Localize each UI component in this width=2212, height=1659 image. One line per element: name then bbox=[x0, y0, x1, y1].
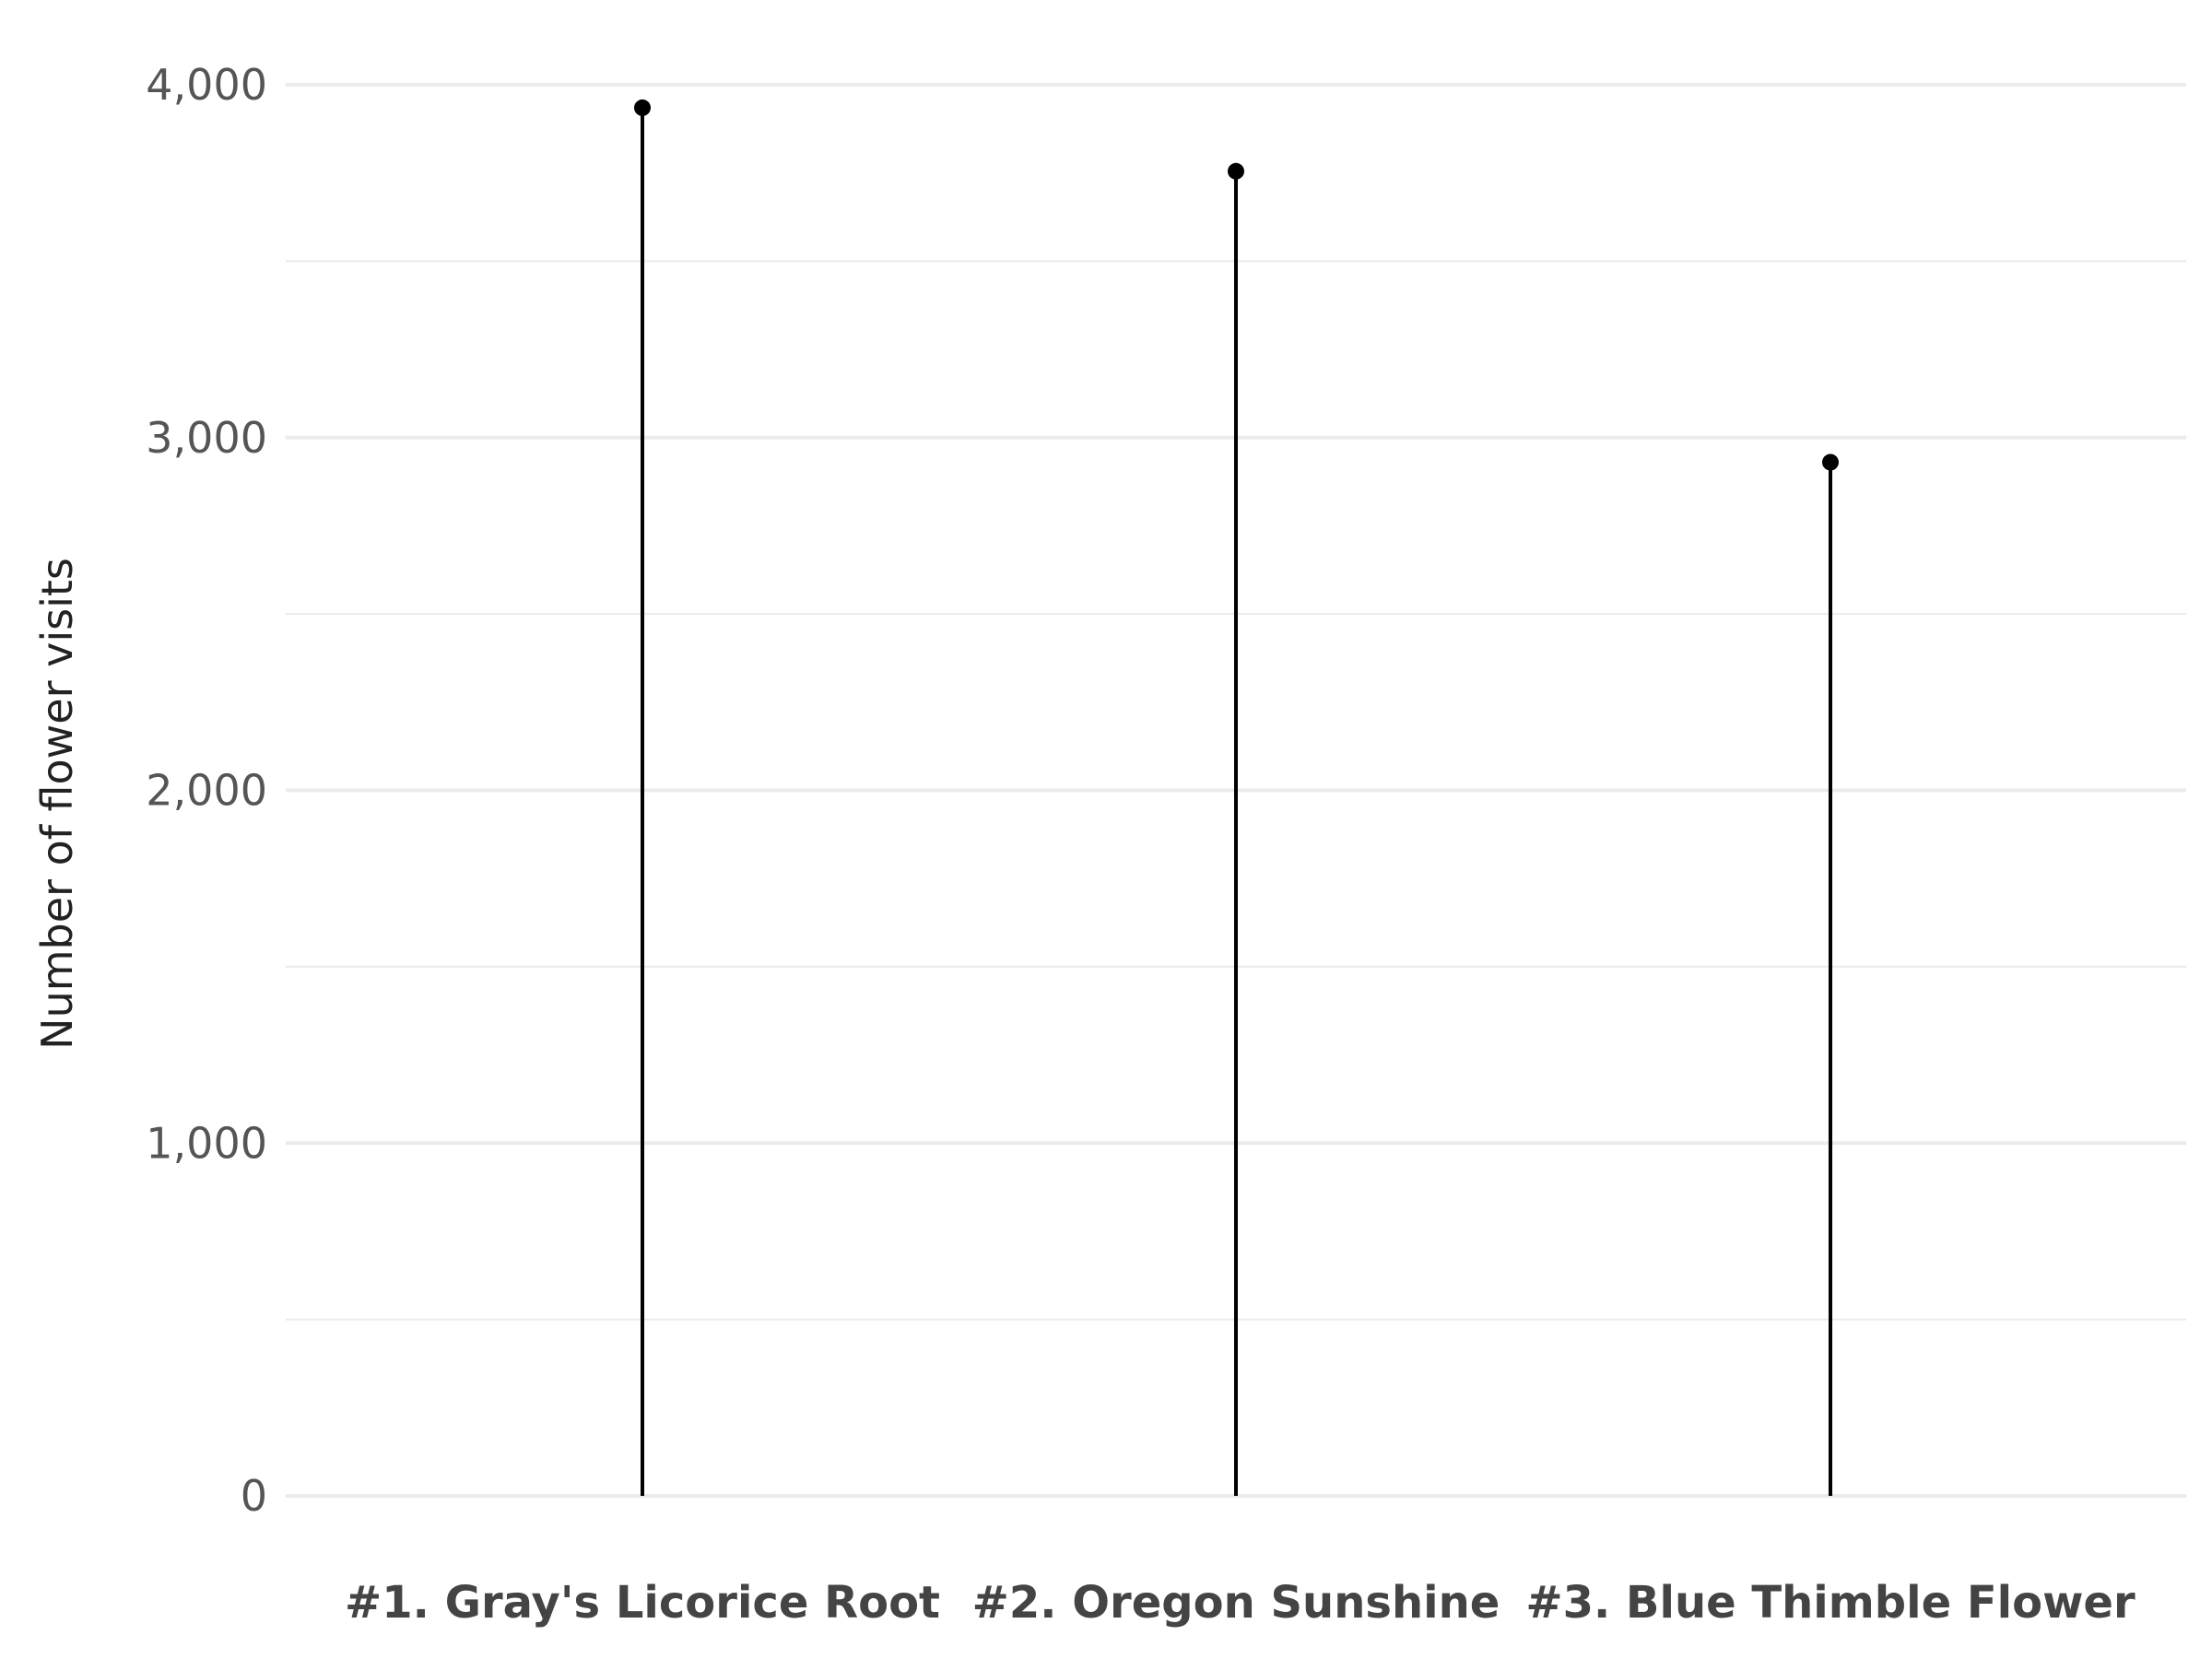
x-category-label: #2. Oregon Sunshine bbox=[972, 1577, 1500, 1629]
lollipop-point bbox=[1822, 453, 1839, 471]
x-category-label: #3. Blue Thimble Flower bbox=[1525, 1577, 2136, 1629]
x-axis-labels: #1. Gray's Licorice Root #2. Oregon Sunsh… bbox=[345, 1577, 2136, 1629]
y-tick-label: 2,000 bbox=[146, 766, 267, 816]
lollipop-point bbox=[1228, 162, 1244, 180]
y-axis-title: Number of flower visits bbox=[32, 558, 82, 1050]
lollipop-point bbox=[634, 99, 651, 116]
y-tick-label: 4,000 bbox=[146, 60, 267, 110]
y-tick-label: 3,000 bbox=[146, 413, 267, 463]
y-tick-label: 0 bbox=[241, 1471, 267, 1521]
y-tick-label: 1,000 bbox=[146, 1118, 267, 1168]
x-category-label: #1. Gray's Licorice Root bbox=[345, 1577, 940, 1629]
y-axis-ticks: 0 1,000 2,000 3,000 4,000 bbox=[146, 60, 267, 1521]
data-marks bbox=[634, 99, 1839, 1496]
